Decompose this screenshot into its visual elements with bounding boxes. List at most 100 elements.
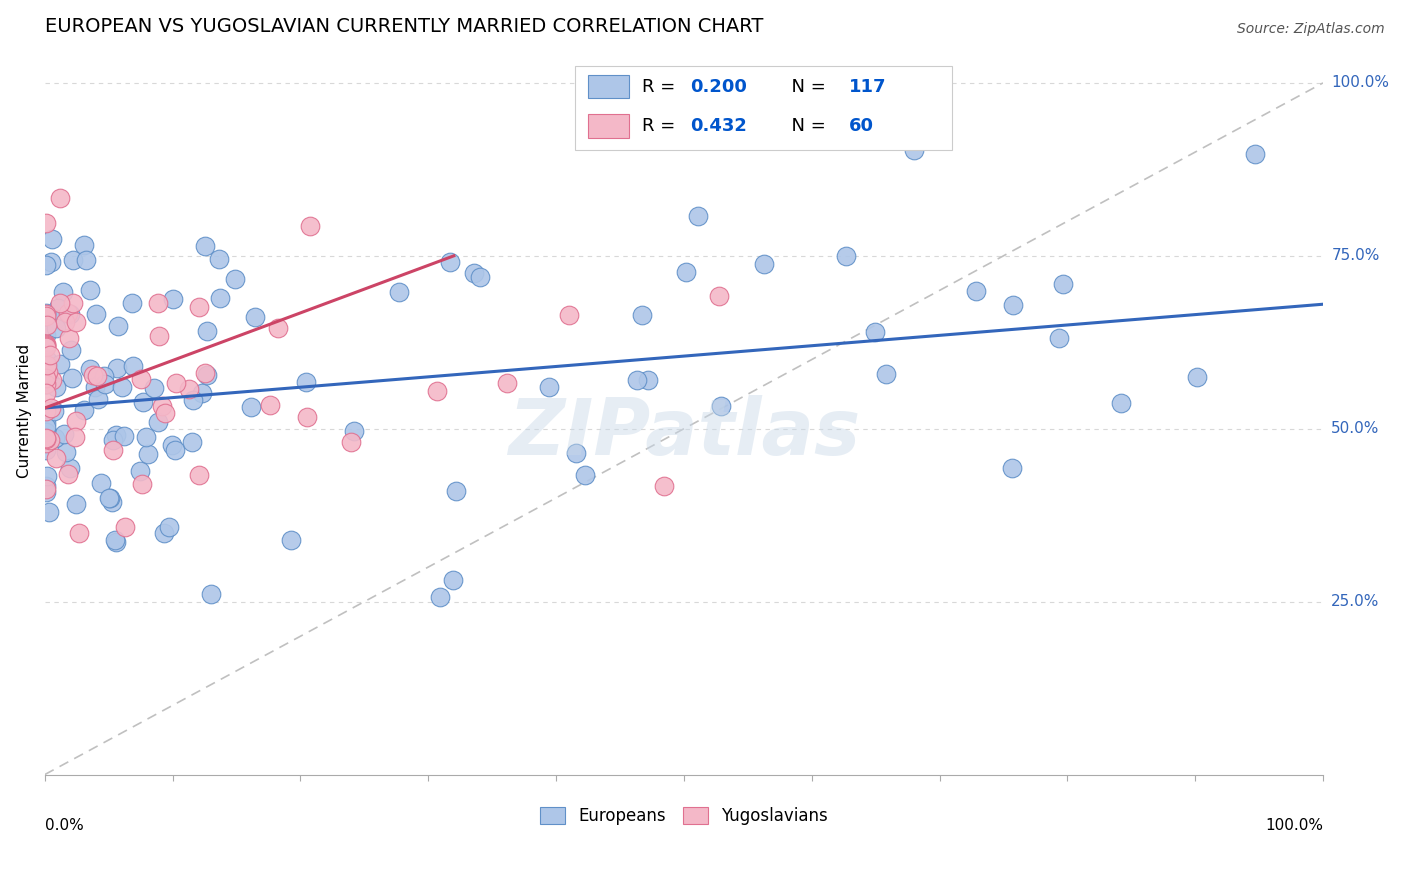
- Point: [35, 431, 58, 445]
- Point: [97, 491, 120, 506]
- Text: 0.200: 0.200: [690, 78, 747, 95]
- Point: [160, 438, 183, 452]
- Point: [35, 376, 58, 391]
- Point: [131, 477, 153, 491]
- Point: [35, 484, 58, 499]
- Point: [1052, 277, 1074, 291]
- Point: [45, 380, 67, 394]
- Point: [101, 442, 124, 457]
- Point: [463, 266, 485, 280]
- Point: [60, 371, 83, 385]
- Point: [65, 414, 87, 428]
- Point: [243, 310, 266, 325]
- Point: [259, 398, 281, 412]
- Text: 100.0%: 100.0%: [1265, 818, 1323, 833]
- Point: [79, 362, 101, 376]
- Point: [191, 385, 214, 400]
- Point: [162, 292, 184, 306]
- Text: 50.0%: 50.0%: [1331, 421, 1379, 436]
- Point: [41, 232, 63, 246]
- Point: [35, 309, 58, 323]
- Point: [35, 307, 58, 321]
- Point: [38, 505, 60, 519]
- Point: [35, 374, 58, 388]
- Point: [181, 434, 204, 449]
- Point: [153, 405, 176, 419]
- Point: [388, 285, 411, 299]
- Point: [280, 533, 302, 548]
- Point: [90, 476, 112, 491]
- Point: [52, 427, 75, 442]
- Point: [835, 249, 858, 263]
- Text: 75.0%: 75.0%: [1331, 248, 1379, 263]
- Point: [966, 285, 988, 299]
- Point: [148, 329, 170, 343]
- Y-axis label: Currently Married: Currently Married: [17, 344, 32, 478]
- Point: [93, 368, 115, 383]
- Point: [65, 430, 87, 444]
- Point: [558, 308, 581, 322]
- Point: [35, 368, 58, 382]
- Point: [340, 435, 363, 450]
- Point: [426, 384, 449, 398]
- Point: [35, 340, 58, 354]
- Point: [38, 433, 60, 447]
- Point: [299, 219, 322, 234]
- Point: [55, 444, 77, 458]
- Point: [165, 376, 187, 390]
- Point: [35, 469, 58, 483]
- Point: [35, 385, 58, 400]
- Point: [48, 296, 70, 310]
- Point: [752, 257, 775, 271]
- Point: [98, 491, 121, 505]
- Point: [637, 373, 659, 387]
- Point: [44, 431, 66, 445]
- Point: [94, 377, 117, 392]
- Point: [1185, 370, 1208, 384]
- Point: [39, 348, 62, 362]
- Point: [105, 427, 128, 442]
- Point: [1047, 331, 1070, 345]
- Point: [56, 467, 79, 482]
- Point: [105, 361, 128, 376]
- Point: [165, 442, 187, 457]
- Point: [48, 357, 70, 371]
- Point: [37, 365, 59, 379]
- Text: 25.0%: 25.0%: [1331, 594, 1379, 609]
- Point: [35, 403, 58, 417]
- Point: [35, 443, 58, 458]
- Point: [208, 252, 231, 266]
- Point: [565, 446, 588, 460]
- Point: [295, 375, 318, 389]
- Point: [209, 291, 232, 305]
- Point: [152, 399, 174, 413]
- Point: [105, 534, 128, 549]
- Point: [114, 519, 136, 533]
- Point: [865, 325, 887, 339]
- Point: [35, 376, 58, 391]
- Point: [122, 359, 145, 373]
- Point: [114, 429, 136, 443]
- Point: [111, 380, 134, 394]
- Point: [75, 253, 97, 268]
- Point: [65, 497, 87, 511]
- Text: Source: ZipAtlas.com: Source: ZipAtlas.com: [1237, 22, 1385, 37]
- Text: ZIPatlas: ZIPatlas: [508, 395, 860, 471]
- Point: [675, 265, 697, 279]
- Point: [157, 520, 180, 534]
- Point: [626, 373, 648, 387]
- Point: [136, 447, 159, 461]
- Point: [49, 191, 72, 205]
- Point: [468, 269, 491, 284]
- Point: [35, 338, 58, 352]
- Point: [52, 285, 75, 300]
- Point: [45, 451, 67, 466]
- Point: [121, 295, 143, 310]
- Legend: Europeans, Yugoslavians: Europeans, Yugoslavians: [533, 800, 834, 831]
- Point: [224, 272, 246, 286]
- Point: [56, 306, 79, 320]
- Point: [73, 237, 96, 252]
- Point: [107, 319, 129, 334]
- Point: [39, 401, 62, 415]
- Point: [35, 306, 58, 320]
